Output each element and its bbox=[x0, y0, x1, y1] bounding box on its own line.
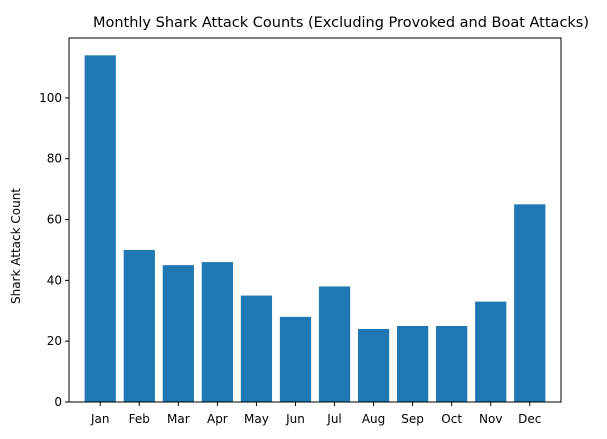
chart-title: Monthly Shark Attack Counts (Excluding P… bbox=[93, 15, 589, 31]
x-tick-label: May bbox=[244, 412, 269, 426]
bars-group bbox=[84, 55, 546, 402]
x-tick-label: Nov bbox=[479, 412, 502, 426]
bar-aug bbox=[357, 329, 390, 402]
x-tick-label: Apr bbox=[207, 412, 228, 426]
y-tick-label: 20 bbox=[47, 334, 62, 348]
bar-dec bbox=[514, 204, 546, 402]
bar-jun bbox=[279, 316, 312, 402]
x-tick-label: Aug bbox=[362, 412, 385, 426]
plot-area-frame bbox=[68, 37, 562, 403]
bar-jul bbox=[318, 286, 351, 402]
x-tick-label: Jan bbox=[90, 412, 110, 426]
x-tick-label: Sep bbox=[401, 412, 424, 426]
x-axis-ticks: Jan Feb Mar Apr May Jun Jul Aug Sep Oct Nov Dec bbox=[90, 402, 541, 426]
y-axis-ticks: 0 20 40 60 80 100 bbox=[39, 91, 69, 409]
bar-oct bbox=[436, 325, 468, 402]
y-tick-label: 80 bbox=[47, 152, 62, 166]
y-tick-label: 40 bbox=[47, 273, 62, 287]
y-tick-label: 100 bbox=[39, 91, 62, 105]
bar-sep bbox=[397, 325, 429, 402]
y-tick-label: 60 bbox=[47, 213, 62, 227]
x-tick-label: Dec bbox=[518, 412, 541, 426]
y-axis-label: Shark Attack Count bbox=[9, 188, 23, 304]
x-tick-label: Jul bbox=[326, 412, 341, 426]
x-tick-label: Mar bbox=[167, 412, 190, 426]
y-tick-label: 0 bbox=[54, 395, 62, 409]
bar-mar bbox=[162, 265, 194, 402]
x-tick-label: Jun bbox=[285, 412, 305, 426]
x-tick-label: Feb bbox=[129, 412, 150, 426]
x-tick-label: Oct bbox=[441, 412, 462, 426]
bar-feb bbox=[123, 249, 155, 402]
bar-nov bbox=[475, 301, 507, 402]
bar-apr bbox=[201, 262, 233, 402]
bar-may bbox=[240, 295, 273, 402]
bar-jan bbox=[84, 55, 116, 402]
